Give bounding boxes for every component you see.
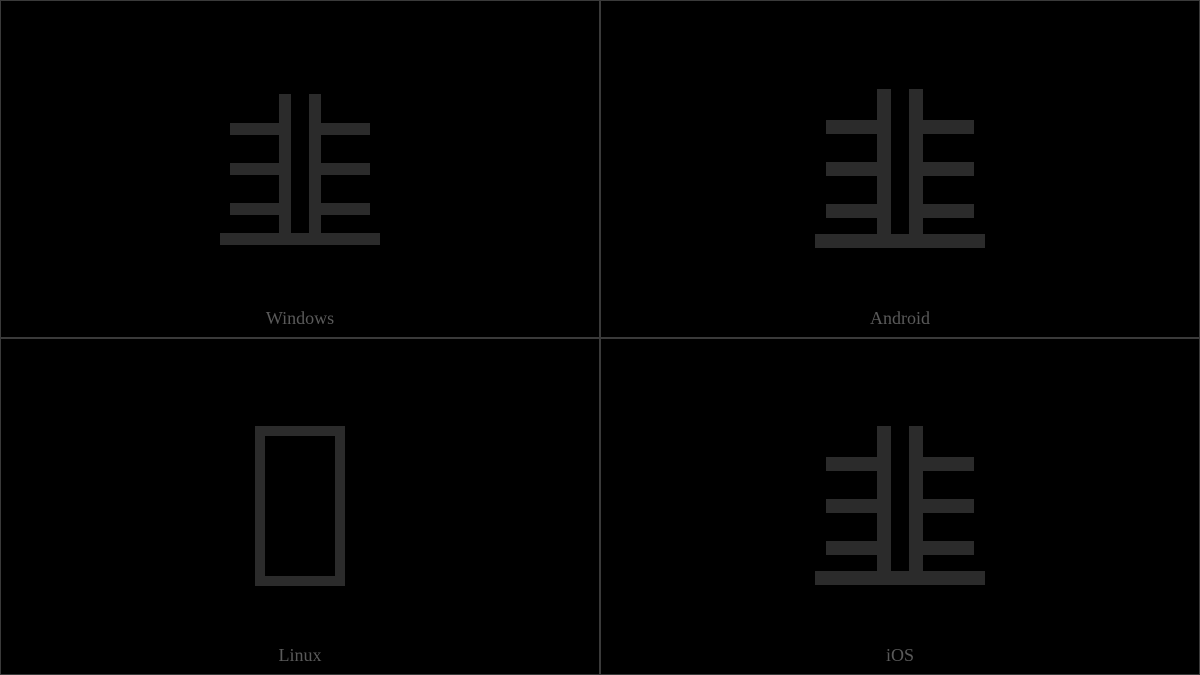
glyph-ios — [601, 339, 1199, 675]
glyph-grid: Windows Android Linux iOS — [0, 0, 1200, 675]
cell-linux: Linux — [0, 338, 600, 675]
cell-windows: Windows — [0, 0, 600, 338]
glyph-linux — [1, 339, 599, 675]
label-linux: Linux — [279, 645, 322, 666]
cell-ios: iOS — [600, 338, 1200, 675]
glyph-windows — [1, 1, 599, 337]
label-android: Android — [870, 308, 930, 329]
glyph-android — [601, 1, 1199, 337]
cell-android: Android — [600, 0, 1200, 338]
label-ios: iOS — [886, 645, 914, 666]
label-windows: Windows — [266, 308, 334, 329]
